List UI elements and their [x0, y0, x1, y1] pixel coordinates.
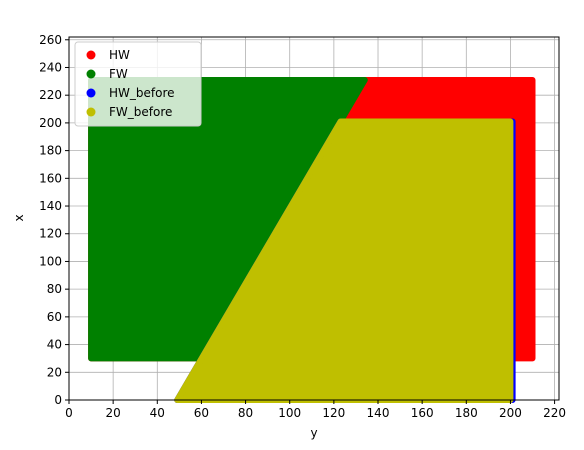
- x-tick-label: 220: [543, 406, 566, 420]
- x-tick-label: 100: [278, 406, 301, 420]
- y-axis-label: x: [12, 214, 26, 221]
- y-tick-label: 0: [54, 393, 62, 407]
- legend-marker: [86, 69, 96, 79]
- x-tick-label: 140: [367, 406, 390, 420]
- legend-label: HW: [109, 48, 130, 62]
- legend-label: FW: [109, 67, 128, 81]
- data-series: [88, 77, 536, 403]
- y-tick-label: 220: [39, 88, 62, 102]
- legend-marker: [86, 107, 96, 117]
- x-tick-label: 80: [238, 406, 253, 420]
- x-tick-label: 200: [499, 406, 522, 420]
- x-tick-label: 160: [411, 406, 434, 420]
- y-tick-label: 40: [47, 338, 62, 352]
- y-tick-label: 160: [39, 171, 62, 185]
- y-tick-label: 140: [39, 199, 62, 213]
- x-tick-label: 40: [150, 406, 165, 420]
- x-tick-label: 60: [194, 406, 209, 420]
- x-tick-label: 0: [65, 406, 73, 420]
- y-tick-label: 180: [39, 144, 62, 158]
- y-tick-label: 240: [39, 60, 62, 74]
- y-tick-label: 100: [39, 254, 62, 268]
- y-tick-label: 260: [39, 33, 62, 47]
- x-axis-label: y: [310, 426, 317, 440]
- x-tick-label: 120: [322, 406, 345, 420]
- legend-box: [74, 41, 202, 127]
- y-tick-label: 120: [39, 227, 62, 241]
- y-tick-label: 60: [47, 310, 62, 324]
- series-fw-points: [88, 77, 368, 362]
- legend-marker: [86, 88, 96, 98]
- y-tick-label: 80: [47, 282, 62, 296]
- legend: HW FW HW_before FW_before: [74, 41, 202, 127]
- legend-label: HW_before: [109, 86, 175, 100]
- y-tick-label: 20: [47, 365, 62, 379]
- y-tick-label: 200: [39, 116, 62, 130]
- x-tick-label: 20: [106, 406, 121, 420]
- legend-marker: [86, 50, 96, 60]
- x-tick-label: 180: [455, 406, 478, 420]
- plot-frame: [68, 36, 560, 401]
- legend-label: FW_before: [109, 105, 172, 119]
- axis-ticks: 0 20 40 60 80 100 120 140 160 180 200 220 0 20 40 60 80 1…: [39, 33, 566, 420]
